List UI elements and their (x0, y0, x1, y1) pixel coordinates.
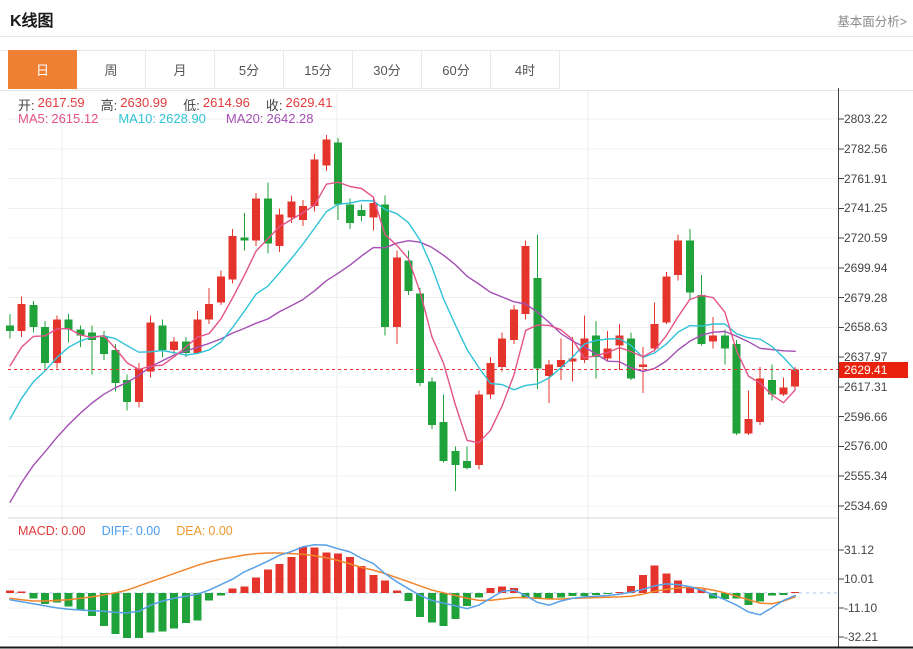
ma-row: MA5: 2615.12 MA10: 2628.90 MA20: 2642.28 (18, 111, 314, 126)
tab-5min[interactable]: 5分 (215, 50, 284, 89)
high-value: 2630.99 (120, 95, 168, 110)
price-axis-label: 2782.56 (844, 141, 888, 156)
price-axis-label: 2761.91 (844, 171, 888, 186)
dea-line (9, 552, 796, 605)
price-axis-label: 2576.00 (844, 439, 888, 454)
tab-week[interactable]: 周 (77, 50, 146, 89)
tab-60min[interactable]: 60分 (422, 50, 491, 89)
price-axis-label: 2699.94 (844, 260, 888, 275)
close-label: 收: (265, 98, 283, 113)
interval-tabs: 日周月 5分 15分 30分 60分 4时 (8, 50, 560, 89)
macd-axis-label: -11.10 (844, 601, 878, 615)
dea-readout: DEA: 0.00 (176, 524, 233, 538)
fundamental-analysis-link[interactable]: 基本面分析> (837, 15, 907, 29)
open-value: 2617.59 (37, 95, 85, 110)
ma20-readout: MA20: 2642.28 (225, 111, 314, 126)
price-axis-label: 2679.28 (844, 290, 888, 305)
price-axis-label: 2637.97 (844, 350, 888, 365)
price-axis-label: 2658.63 (844, 320, 888, 335)
tab-month[interactable]: 月 (146, 50, 215, 89)
page-title: K线图 (10, 13, 54, 30)
tab-30min[interactable]: 30分 (353, 50, 422, 89)
tabbar-bottom-border (0, 90, 913, 91)
high-label: 高: (100, 98, 118, 113)
price-axis-label: 2596.66 (844, 409, 888, 424)
tab-15min[interactable]: 15分 (284, 50, 353, 89)
last-price-tag: 2629.41 (839, 362, 908, 378)
axes (0, 88, 913, 649)
price-axis-label: 2720.59 (844, 231, 888, 246)
macd-readout: MACD: 0.00 (18, 524, 86, 538)
price-axis-label: 2741.25 (844, 201, 888, 216)
ma20-line (9, 239, 796, 503)
ma5-readout: MA5: 2615.12 (18, 111, 99, 126)
price-axis-label: 2617.31 (844, 379, 888, 394)
macd-axis-label: -32.21 (844, 630, 879, 644)
open-label: 开: (18, 98, 35, 113)
low-label: 低: (183, 98, 200, 113)
ma10-readout: MA10: 2628.90 (118, 111, 206, 126)
low-value: 2614.96 (202, 95, 250, 110)
diff-line (9, 543, 796, 616)
ohlc-row: 开: 2617.59 高: 2630.99 低: 2614.96 收: 2629.41 (18, 95, 333, 114)
tab-4hour[interactable]: 4时 (491, 50, 560, 89)
price-axis-label: 2803.22 (844, 112, 888, 126)
gridlines (8, 90, 838, 646)
diff-readout: DIFF: 0.00 (101, 524, 161, 538)
close-value: 2629.41 (285, 95, 333, 110)
macd-axis-label: 31.12 (844, 543, 875, 557)
macd-info-row: MACD: 0.00 DIFF: 0.00 DEA: 0.00 (18, 524, 233, 538)
price-axis-label: 2555.34 (844, 469, 888, 484)
candles-layer (6, 135, 800, 492)
macd-histogram (6, 546, 800, 639)
ma5-line (9, 181, 796, 444)
header-divider (0, 36, 913, 37)
tab-day[interactable]: 日 (8, 50, 77, 89)
ma10-line (9, 199, 796, 420)
price-axis-label: 2534.69 (844, 499, 888, 513)
macd-axis-label: 10.01 (844, 572, 875, 586)
